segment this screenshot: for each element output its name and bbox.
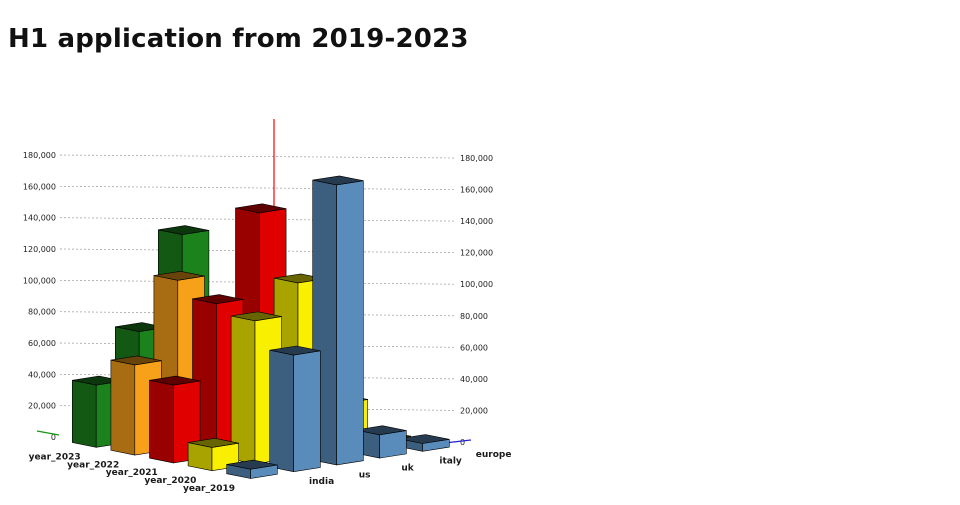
bar xyxy=(149,375,201,464)
right-tick-label: 80,000 xyxy=(460,312,488,321)
right-tick-label: 180,000 xyxy=(460,154,493,163)
right-tick-label: 120,000 xyxy=(460,249,493,258)
bar xyxy=(269,345,321,473)
country-label: italy xyxy=(439,457,462,467)
bars xyxy=(72,175,450,479)
right-tick-label: 20,000 xyxy=(460,406,488,415)
bar xyxy=(398,434,450,452)
category-labels: year_2019year_2020year_2021year_2022year… xyxy=(29,450,512,494)
year-label: year_2019 xyxy=(183,484,235,494)
left-tick-label: 0 xyxy=(51,433,56,442)
right-tick-label: 40,000 xyxy=(460,375,488,384)
country-label: india xyxy=(309,477,334,487)
left-tick-label: 140,000 xyxy=(23,214,56,223)
bar xyxy=(226,459,278,479)
right-tick-label: 0 xyxy=(460,438,465,447)
country-label: europe xyxy=(476,450,512,460)
left-tick-label: 20,000 xyxy=(28,402,56,411)
left-tick-label: 60,000 xyxy=(28,339,56,348)
left-tick-label: 120,000 xyxy=(23,245,56,254)
year-label: year_2022 xyxy=(67,460,119,470)
year-label: year_2020 xyxy=(144,476,196,486)
right-tick-label: 140,000 xyxy=(460,217,493,226)
country-label: us xyxy=(359,470,371,480)
left-tick-label: 40,000 xyxy=(28,370,56,379)
left-tick-label: 180,000 xyxy=(23,151,56,160)
right-tick-label: 160,000 xyxy=(460,186,493,195)
country-label: uk xyxy=(401,464,414,474)
page-title: H1 application from 2019-2023 xyxy=(8,24,469,54)
year-label: year_2021 xyxy=(106,468,158,478)
left-tick-label: 80,000 xyxy=(28,308,56,317)
left-tick-label: 160,000 xyxy=(23,182,56,191)
year-label: year_2023 xyxy=(29,453,81,463)
left-tick-label: 100,000 xyxy=(23,276,56,285)
right-tick-label: 60,000 xyxy=(460,343,488,352)
right-tick-label: 100,000 xyxy=(460,280,493,289)
bar xyxy=(187,437,239,472)
